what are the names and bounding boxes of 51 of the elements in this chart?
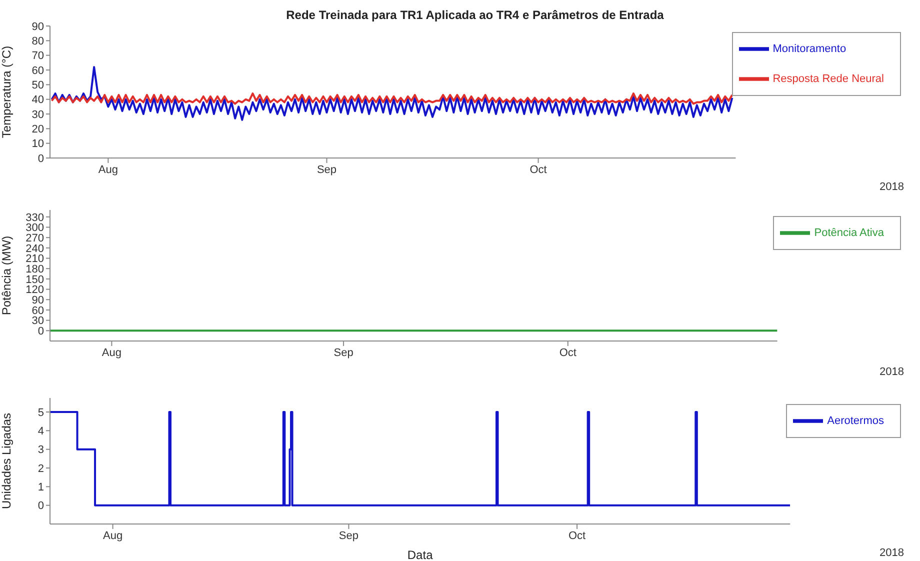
x-tick-label: Oct — [568, 530, 586, 542]
y-tick-label: 270 — [26, 232, 44, 244]
chart-title: Rede Treinada para TR1 Aplicada ao TR4 e Parâmetros de Entrada — [285, 8, 665, 22]
y-tick-label: 4 — [38, 426, 44, 438]
y-axis-title: Unidades Ligadas — [0, 412, 14, 510]
x-tick-label: Sep — [338, 530, 359, 542]
x-tick-label: Oct — [559, 346, 576, 359]
y-tick-label: 90 — [32, 20, 44, 33]
y-tick-label: 20 — [32, 124, 44, 136]
line-series — [50, 66, 734, 121]
y-tick-label: 50 — [32, 80, 44, 92]
y-axis-title: Potência (MW) — [0, 236, 14, 316]
y-tick-label: 30 — [32, 315, 44, 328]
y-tick-label: 30 — [32, 108, 44, 121]
legend-label: Aerotermos — [827, 414, 884, 427]
x-tick-label: Aug — [98, 164, 118, 176]
y-tick-label: 2 — [38, 462, 44, 475]
y-tick-label: 180 — [26, 264, 44, 276]
y-axis-title: Temperatura (°C) — [0, 46, 14, 138]
text: 2018 — [880, 366, 904, 378]
y-tick-label: 90 — [32, 294, 44, 307]
x-tick-label: Sep — [316, 164, 337, 176]
y-tick-label: 120 — [26, 284, 44, 296]
legend-label: Potência Ativa — [814, 226, 884, 239]
x-tick-label: Aug — [103, 530, 123, 542]
y-tick-label: 70 — [32, 50, 44, 62]
y-tick-label: 210 — [26, 253, 44, 266]
y-tick-label: 330 — [26, 212, 44, 224]
text: 2018 — [880, 181, 904, 193]
y-tick-label: 60 — [32, 64, 44, 77]
y-tick-label: 40 — [32, 94, 44, 106]
line-series — [50, 92, 734, 105]
x-tick-label: Oct — [530, 164, 547, 176]
y-tick-label: 1 — [38, 482, 44, 494]
y-tick-label: 240 — [26, 242, 44, 255]
y-tick-label: 10 — [32, 138, 44, 150]
y-tick-label: 300 — [26, 222, 44, 234]
legend-label: Monitoramento — [772, 42, 846, 55]
y-tick-label: 3 — [38, 444, 44, 456]
x-tick-label: Aug — [102, 346, 122, 359]
y-tick-label: 0 — [38, 500, 44, 512]
text: 2018 — [880, 547, 904, 559]
y-tick-label: 0 — [38, 326, 44, 338]
y-tick-label: 60 — [32, 304, 44, 317]
x-axis-title: Data — [407, 548, 434, 561]
y-tick-label: 0 — [38, 152, 44, 165]
x-tick-label: Sep — [334, 346, 354, 359]
y-tick-label: 5 — [38, 406, 44, 419]
y-tick-label: 150 — [26, 274, 44, 286]
legend-label: Resposta Rede Neural — [772, 72, 884, 85]
y-tick-label: 80 — [32, 36, 44, 48]
